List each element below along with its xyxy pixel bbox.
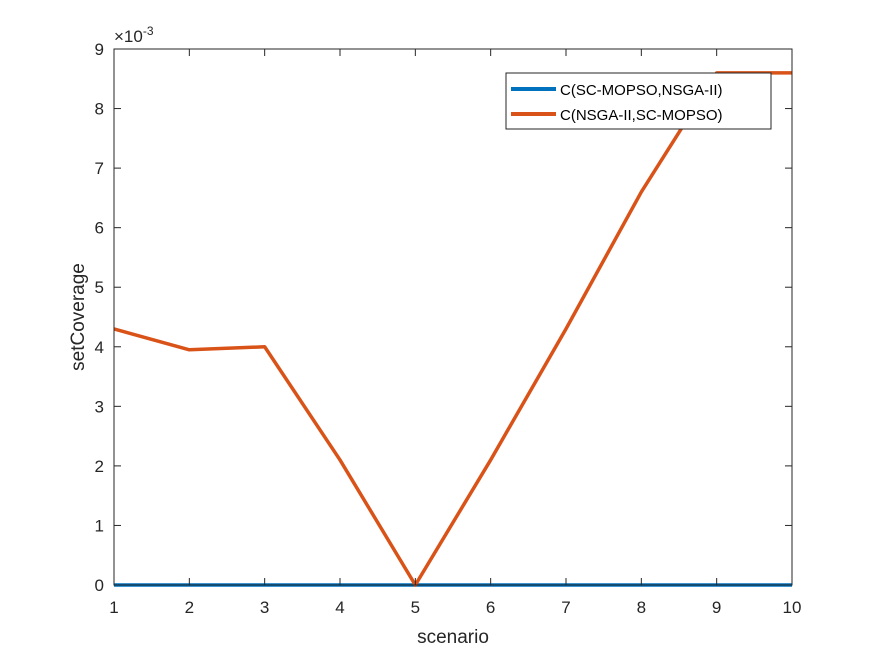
x-tick-label: 3	[260, 598, 269, 617]
x-tick-label: 4	[335, 598, 344, 617]
y-tick-label: 4	[95, 338, 104, 357]
plot-frame	[113, 48, 793, 586]
x-axis-title: scenario	[417, 627, 489, 648]
y-tick-label: 1	[95, 516, 104, 535]
x-tick-label: 9	[712, 598, 721, 617]
x-tick-label: 6	[486, 598, 495, 617]
legend-label-0: C(SC-MOPSO,NSGA-II)	[560, 82, 723, 99]
y-tick-label: 6	[95, 219, 104, 238]
y-tick-label: 7	[95, 159, 104, 178]
x-tick-label: 5	[411, 598, 420, 617]
legend-label-1: C(NSGA-II,SC-MOPSO)	[560, 107, 723, 124]
y-axis-title: setCoverage	[68, 263, 89, 371]
y-axis: 0 1 2 3 4 5 6 7 8 9	[95, 40, 792, 595]
x-axis: 1 2 3 4 5 6 7 8 9 10	[109, 49, 801, 617]
x-tick-label: 1	[109, 598, 118, 617]
y-tick-label: 5	[95, 278, 104, 297]
y-exponent-label: ×10-3	[114, 24, 154, 46]
y-tick-label: 8	[95, 100, 104, 119]
y-tick-label: 2	[95, 457, 104, 476]
y-tick-label: 0	[95, 576, 104, 595]
x-tick-label: 2	[185, 598, 194, 617]
x-tick-label: 8	[637, 598, 646, 617]
x-tick-label: 7	[561, 598, 570, 617]
legend: C(SC-MOPSO,NSGA-II) C(NSGA-II,SC-MOPSO)	[505, 72, 772, 130]
y-tick-label: 9	[95, 40, 104, 59]
x-tick-label: 10	[783, 598, 802, 617]
y-tick-label: 3	[95, 397, 104, 416]
series-line-1	[113, 71, 792, 587]
plot-area	[114, 49, 792, 585]
legend-box	[505, 72, 772, 130]
